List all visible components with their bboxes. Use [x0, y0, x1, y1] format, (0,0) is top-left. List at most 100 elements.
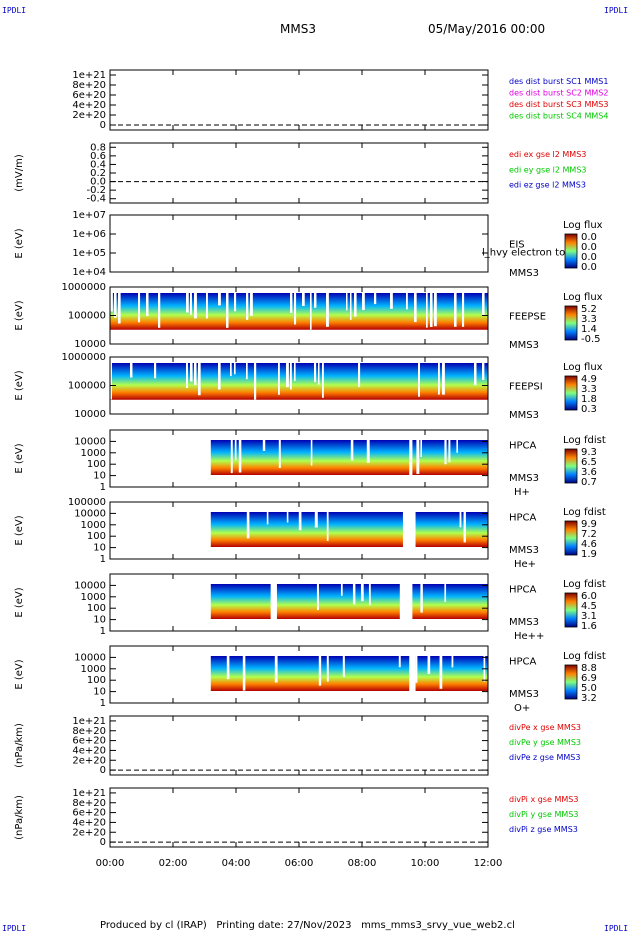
y-tick-label: -0.4	[86, 194, 106, 205]
y-axis-label: E (eV)	[14, 443, 25, 473]
data-gap	[318, 363, 320, 385]
y-tick-label: 6e+20	[72, 736, 106, 747]
data-gap	[278, 363, 280, 395]
data-gap	[226, 656, 230, 680]
colorbar-tick-label: 1.8	[581, 394, 597, 405]
spacecraft-label: MMS3	[509, 473, 539, 484]
legend-entry: divPi z gse MMS3	[509, 825, 578, 834]
instrument-label: HPCA	[509, 513, 537, 524]
data-gap	[366, 440, 370, 463]
legend-entry: edi ex gse l2 MMS3	[509, 150, 586, 159]
y-tick-label: 1000000	[61, 282, 106, 293]
data-gap	[451, 656, 454, 668]
data-gap	[459, 512, 462, 528]
data-gap	[350, 440, 354, 461]
spectrogram-block	[110, 363, 488, 400]
data-gap	[234, 293, 237, 312]
data-gap	[302, 293, 305, 307]
panel-frame	[109, 214, 489, 273]
legend-entry: divPi y gse MMS3	[509, 810, 578, 819]
data-gap	[350, 293, 352, 320]
colorbar-title: Log fdist	[563, 435, 606, 446]
y-tick-label: 10	[93, 687, 106, 698]
data-gap	[482, 363, 485, 380]
x-tick-label: 10:00	[411, 858, 440, 869]
colorbar-tick-label: 4.6	[581, 539, 597, 550]
data-gap	[262, 440, 266, 451]
data-gap	[430, 293, 433, 327]
data-gap	[226, 293, 229, 328]
y-tick-label: 10000	[74, 508, 106, 519]
header-spacecraft: MMS3	[280, 22, 316, 36]
y-tick-label: 0.0	[90, 177, 106, 188]
y-axis-label: (nPa/km)	[14, 723, 25, 768]
colorbar-tick-label: 3.2	[581, 693, 597, 704]
data-gap	[462, 293, 465, 327]
colorbar-tick-label: 6.0	[581, 591, 597, 602]
y-tick-label: 10000	[74, 409, 106, 420]
y-tick-label: 1e+06	[72, 229, 106, 240]
data-gap	[206, 293, 208, 319]
data-gap	[246, 293, 249, 320]
header-date: 05/May/2016 00:00	[428, 22, 546, 36]
colorbar-tick-label: 9.9	[581, 519, 597, 530]
data-gap	[426, 293, 428, 328]
colorbar-tick-label: 4.9	[581, 374, 597, 385]
data-gap	[114, 293, 117, 318]
legend-entry: divPe y gse MMS3	[509, 738, 581, 747]
y-tick-label: 10000	[74, 580, 106, 591]
y-tick-label: 100	[87, 531, 106, 542]
data-gap	[439, 656, 443, 689]
data-gap	[314, 293, 317, 308]
data-gap	[354, 293, 357, 317]
colorbar-title: Log flux	[563, 292, 603, 303]
legend-entry: divPe z gse MMS3	[509, 753, 580, 762]
colorbar-tick-label: -0.5	[581, 334, 601, 345]
instrument-label: FEEPSI	[509, 382, 543, 393]
y-tick-label: 2e+20	[72, 110, 106, 121]
data-gap	[316, 584, 319, 611]
panel-frame	[109, 142, 489, 204]
overlay-text: l_hvy electron to	[482, 248, 565, 259]
y-tick-label: 1	[100, 698, 106, 709]
data-gap	[318, 656, 322, 686]
data-gap	[438, 363, 440, 395]
instrument-label: HPCA	[509, 657, 537, 668]
data-gap	[230, 363, 232, 377]
data-gap	[190, 293, 192, 316]
y-tick-label: 1000000	[61, 352, 106, 363]
data-gap	[414, 293, 417, 323]
x-tick-label: 02:00	[159, 858, 188, 869]
data-gap	[427, 656, 431, 675]
y-tick-label: 1000	[81, 664, 106, 675]
data-gap	[186, 293, 189, 313]
y-axis-label: E (eV)	[14, 587, 25, 617]
species-label: He++	[514, 631, 544, 642]
data-gap	[390, 293, 393, 309]
y-axis-label: E (eV)	[14, 659, 25, 689]
data-gap	[314, 512, 318, 528]
data-gap	[442, 363, 445, 395]
y-tick-label: 100	[87, 675, 106, 686]
footer-produced-by: Produced by cl (IRAP)	[100, 920, 207, 931]
y-tick-label: 0.8	[90, 142, 106, 153]
footer: Produced by cl (IRAP) Printing date: 27/…	[100, 920, 515, 931]
data-gap	[190, 363, 193, 382]
y-tick-label: 100000	[68, 381, 106, 392]
data-gap	[278, 440, 281, 469]
spectrogram-block	[110, 293, 488, 330]
data-gap	[146, 293, 149, 317]
spacecraft-label: MMS3	[509, 340, 539, 351]
colorbar-tick-label: 0.3	[581, 404, 597, 415]
legend-entry: edi ez gse l2 MMS3	[509, 181, 586, 190]
data-gap	[294, 293, 297, 325]
data-gap	[118, 293, 121, 324]
colorbar-title: Log fdist	[563, 579, 606, 590]
y-tick-label: 10000	[74, 339, 106, 350]
data-gap	[362, 293, 365, 311]
species-label: He+	[514, 559, 536, 570]
data-gap	[444, 440, 447, 465]
colorbar-tick-label: 1.6	[581, 621, 597, 632]
data-gap	[415, 656, 418, 683]
